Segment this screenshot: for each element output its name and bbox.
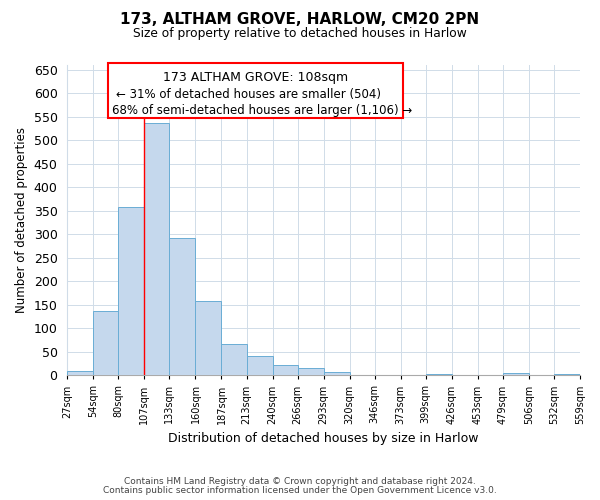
Bar (503, 374, 529, 376)
Text: Contains HM Land Registry data © Crown copyright and database right 2024.: Contains HM Land Registry data © Crown c… (124, 477, 476, 486)
Bar (145, 123, 169, 376)
Bar (221, 344, 247, 376)
Text: ← 31% of detached houses are smaller (504): ← 31% of detached houses are smaller (50… (116, 88, 381, 101)
Bar (196, 302, 221, 376)
Text: 68% of semi-detached houses are larger (1,106) →: 68% of semi-detached houses are larger (… (112, 104, 413, 117)
Bar (67, 370, 93, 376)
Bar (118, 207, 145, 376)
Bar (169, 238, 196, 376)
Text: 173 ALTHAM GROVE: 108sqm: 173 ALTHAM GROVE: 108sqm (163, 71, 348, 84)
Bar (323, 372, 350, 376)
Text: Size of property relative to detached houses in Harlow: Size of property relative to detached ho… (133, 28, 467, 40)
Bar (554, 374, 580, 376)
Bar (426, 374, 452, 376)
Y-axis label: Number of detached properties: Number of detached properties (15, 127, 28, 313)
Text: 173, ALTHAM GROVE, HARLOW, CM20 2PN: 173, ALTHAM GROVE, HARLOW, CM20 2PN (121, 12, 479, 28)
Bar (247, 356, 272, 376)
X-axis label: Distribution of detached houses by size in Harlow: Distribution of detached houses by size … (169, 432, 479, 445)
Bar (272, 365, 298, 376)
Bar (93, 311, 118, 376)
FancyBboxPatch shape (108, 64, 403, 118)
Text: Contains public sector information licensed under the Open Government Licence v3: Contains public sector information licen… (103, 486, 497, 495)
Bar (298, 368, 323, 376)
